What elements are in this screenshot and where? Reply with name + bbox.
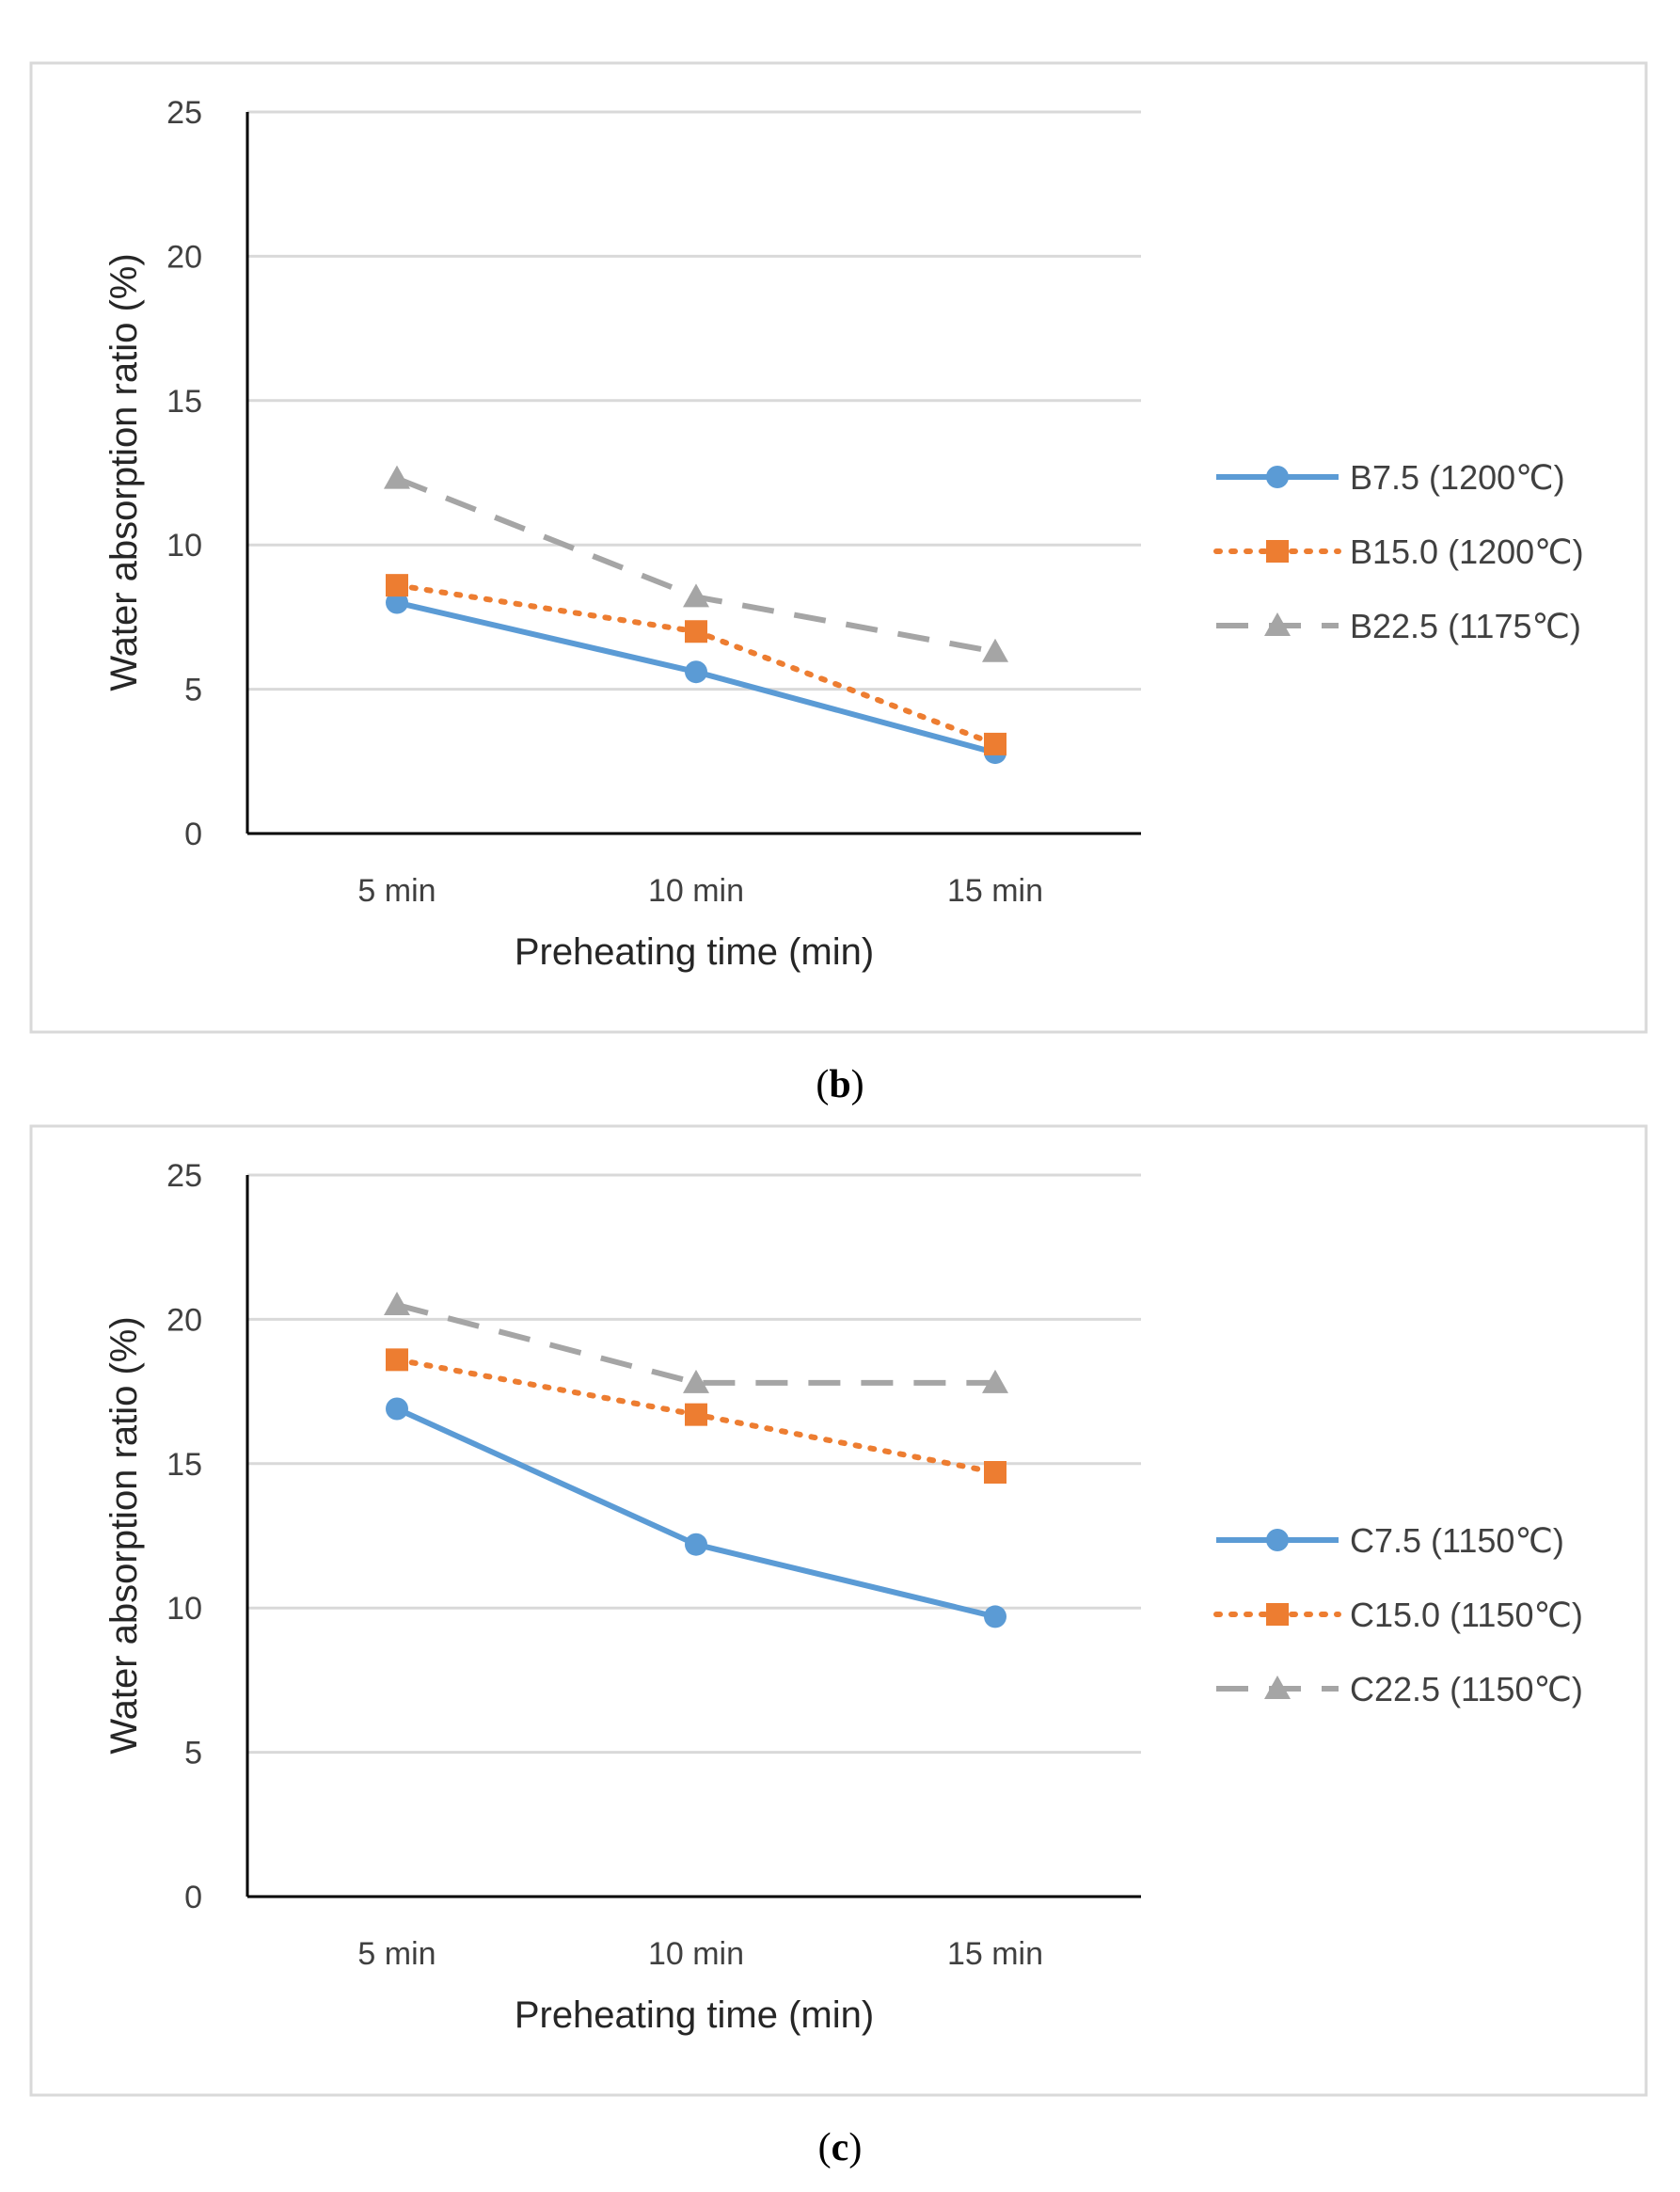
chart-frame — [29, 1124, 1648, 2097]
x-tick-label: 15 min — [947, 1936, 1043, 1972]
chart-panel-b: 0 5 10 15 20 25 5 min 10 min 15 min B7.5 (1200℃… — [29, 61, 1648, 1106]
y-tick-label: 10 — [166, 1591, 202, 1627]
data-point-circle — [1266, 466, 1289, 488]
y-tick-labels: 0 5 10 15 20 25 — [166, 95, 202, 852]
x-tick-label: 5 min — [357, 873, 436, 909]
series-lines — [384, 1292, 1008, 1628]
panel-caption: (c) — [818, 2126, 863, 2169]
legend-label: B7.5 (1200℃) — [1350, 458, 1565, 497]
data-point-triangle — [1264, 612, 1291, 636]
panel-caption: (b) — [816, 1063, 864, 1106]
data-point-square — [1266, 1603, 1289, 1626]
x-axis-title: Preheating time (min) — [515, 931, 874, 973]
y-axis-title: Water absorption ratio (%) — [103, 253, 145, 691]
chart-panel-c: 0 5 10 15 20 25 5 min 10 min 15 min C7.5 (1150℃… — [29, 1124, 1648, 2169]
data-point-triangle — [384, 1292, 410, 1316]
legend-label: C7.5 (1150℃) — [1350, 1521, 1564, 1560]
data-point-square — [1266, 540, 1289, 563]
data-point-square — [386, 574, 408, 597]
legend-label: C22.5 (1150℃) — [1350, 1670, 1583, 1708]
y-tick-labels: 0 5 10 15 20 25 — [166, 1158, 202, 1915]
data-point-circle — [685, 1533, 707, 1556]
x-tick-label: 10 min — [648, 1936, 744, 1972]
y-tick-label: 25 — [166, 1158, 202, 1194]
data-point-square — [685, 1403, 707, 1426]
y-tick-label: 5 — [184, 673, 202, 708]
legend: C7.5 (1150℃) C15.0 (1150℃) C22.5 (1150℃) — [1213, 1521, 1583, 1708]
y-axis-title: Water absorption ratio (%) — [103, 1316, 145, 1754]
y-tick-label: 20 — [166, 239, 202, 275]
data-point-square — [685, 620, 707, 643]
data-point-circle — [685, 660, 707, 684]
data-point-circle — [984, 1605, 1006, 1628]
y-tick-label: 0 — [184, 817, 202, 852]
y-tick-label: 0 — [184, 1880, 202, 1915]
data-point-square — [984, 732, 1006, 755]
x-tick-label: 15 min — [947, 873, 1043, 909]
data-point-triangle — [982, 638, 1008, 662]
legend-label: B15.0 (1200℃) — [1350, 532, 1584, 571]
y-tick-label: 20 — [166, 1302, 202, 1338]
y-tick-label: 10 — [166, 528, 202, 564]
data-point-triangle — [683, 583, 709, 608]
data-point-triangle — [1264, 1676, 1291, 1699]
data-point-triangle — [683, 1369, 709, 1393]
legend: B7.5 (1200℃) B15.0 (1200℃) B22.5 (1175℃) — [1213, 458, 1584, 645]
y-tick-label: 5 — [184, 1736, 202, 1771]
x-tick-label: 5 min — [357, 1936, 436, 1972]
x-tick-label: 10 min — [648, 873, 744, 909]
legend-label: C15.0 (1150℃) — [1350, 1596, 1583, 1634]
data-point-circle — [386, 591, 408, 614]
data-point-circle — [386, 1397, 408, 1421]
data-point-square — [386, 1348, 408, 1372]
data-point-square — [984, 1461, 1006, 1485]
data-point-triangle — [982, 1369, 1008, 1393]
y-tick-label: 25 — [166, 95, 202, 131]
data-point-circle — [1266, 1529, 1289, 1551]
y-tick-label: 15 — [166, 1447, 202, 1483]
data-point-triangle — [384, 465, 410, 489]
x-tick-labels: 5 min 10 min 15 min — [357, 873, 1043, 909]
legend-label: B22.5 (1175℃) — [1350, 607, 1581, 645]
gridlines — [247, 110, 1141, 691]
chart-frame — [29, 61, 1648, 1034]
y-tick-label: 15 — [166, 384, 202, 420]
series-lines — [384, 465, 1008, 765]
x-axis-title: Preheating time (min) — [515, 1994, 874, 2036]
x-tick-labels: 5 min 10 min 15 min — [357, 1936, 1043, 1972]
